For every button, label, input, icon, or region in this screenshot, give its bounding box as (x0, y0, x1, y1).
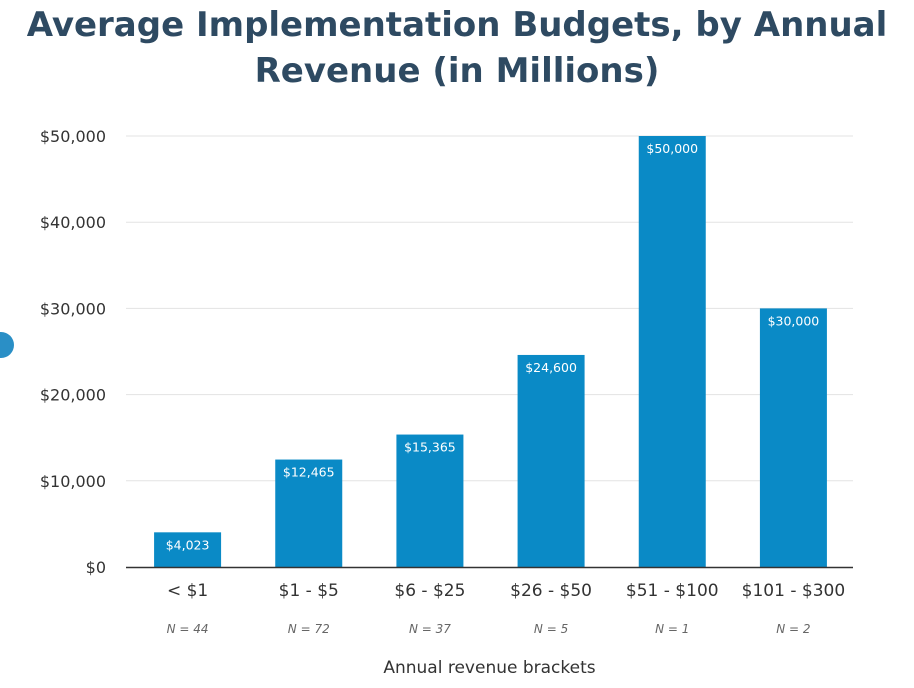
sample-size-label: N = 72 (288, 622, 330, 636)
bar-value-label: $12,465 (283, 465, 335, 480)
bars (154, 136, 827, 567)
y-tick-label: $0 (86, 558, 106, 577)
chart-title-line-1: Average Implementation Budgets, by Annua… (26, 5, 888, 45)
x-tick-label: $1 - $5 (279, 581, 339, 601)
sample-size-label: N = 2 (776, 622, 810, 636)
bar-value-label: $50,000 (646, 141, 698, 156)
gridlines (126, 135, 853, 482)
bar (275, 459, 343, 567)
x-tick-label: $6 - $25 (394, 581, 465, 601)
bar-value-label: $4,023 (166, 537, 210, 552)
sample-size-label: N = 1 (655, 622, 689, 636)
bar-value-labels: $4,023 $12,465 $15,365 $24,600 $50,000 $30,00… (166, 141, 820, 552)
bar (638, 136, 706, 567)
y-tick-label: $40,000 (40, 213, 106, 232)
x-tick-label: $101 - $300 (742, 581, 845, 601)
chart-title-line-2: Revenue (in Millions) (254, 51, 660, 91)
x-tick-label: < $1 (167, 581, 208, 601)
bar (759, 308, 827, 567)
x-tick-label: $26 - $50 (510, 581, 592, 601)
y-tick-label: $30,000 (40, 299, 106, 318)
bar-value-label: $24,600 (525, 360, 577, 375)
bar (396, 434, 464, 567)
y-tick-label: $10,000 (40, 472, 106, 491)
sample-size-label: N = 5 (534, 622, 568, 636)
x-tick-label: $51 - $100 (626, 581, 719, 601)
x-axis-ticks: < $1 $1 - $5 $6 - $25 $26 - $50 $51 - $100 $1… (167, 581, 845, 601)
bar (154, 532, 222, 567)
side-indicator-dot (0, 332, 14, 358)
y-tick-label: $50,000 (40, 127, 106, 146)
x-axis-label: Annual revenue brackets (383, 658, 595, 678)
sample-size-label: N = 44 (167, 622, 209, 636)
y-tick-label: $20,000 (40, 386, 106, 405)
bar-value-label: $30,000 (768, 313, 820, 328)
bar-value-label: $15,365 (404, 440, 456, 455)
y-axis-ticks: $0 $10,000 $20,000 $30,000 $40,000 $50,000 (40, 127, 106, 577)
sample-size-labels: N = 44 N = 72 N = 37 N = 5 N = 1 N = 2 (167, 622, 811, 636)
sample-size-label: N = 37 (409, 622, 451, 636)
chart-title: Average Implementation Budgets, by Annua… (0, 2, 914, 94)
bar (517, 354, 585, 567)
